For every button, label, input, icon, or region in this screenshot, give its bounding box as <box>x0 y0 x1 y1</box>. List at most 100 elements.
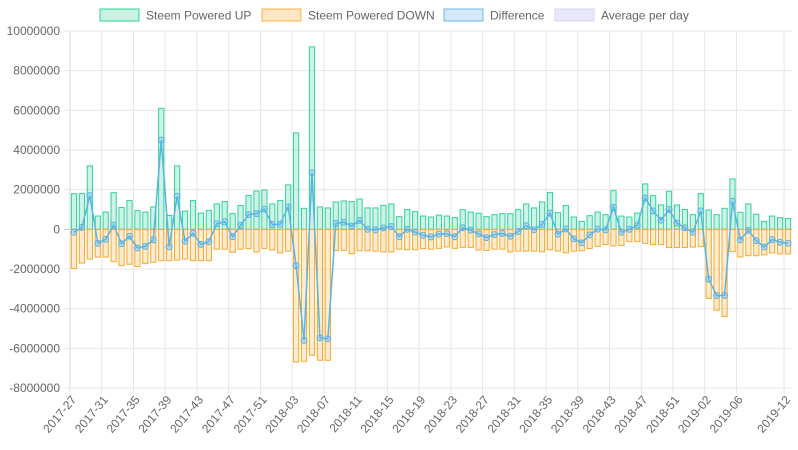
difference-point <box>165 243 173 251</box>
bar-powered-down <box>213 228 220 250</box>
difference-point <box>586 231 594 239</box>
bar-powered-up <box>126 200 133 230</box>
bar-powered-up <box>293 132 300 230</box>
difference-point <box>403 225 411 233</box>
bar-powered-down <box>269 228 276 251</box>
bar-powered-down <box>277 228 284 254</box>
difference-point <box>649 207 657 215</box>
difference-point <box>308 169 316 177</box>
difference-point <box>245 211 253 219</box>
bar-powered-up <box>189 200 197 230</box>
difference-point <box>276 220 284 228</box>
difference-point <box>728 197 736 205</box>
bar-powered-down <box>126 228 133 265</box>
difference-point <box>530 226 538 234</box>
bar-powered-up <box>412 211 419 230</box>
bar-powered-up <box>102 211 109 230</box>
bar-powered-down <box>681 228 688 249</box>
difference-point <box>300 336 308 344</box>
bar-powered-down <box>443 228 450 248</box>
bar-powered-up <box>443 215 450 230</box>
difference-point <box>229 233 237 241</box>
bar-powered-down <box>634 228 641 243</box>
difference-point <box>443 230 451 238</box>
difference-point <box>514 228 522 236</box>
difference-point <box>149 236 157 244</box>
difference-point <box>316 334 324 342</box>
bar-powered-up <box>745 203 752 230</box>
difference-point <box>411 228 419 236</box>
bar-powered-down <box>86 228 93 260</box>
bar-powered-up <box>713 214 720 230</box>
bar-powered-up <box>586 215 593 230</box>
bar-powered-up <box>491 214 498 230</box>
bar-powered-up <box>769 215 776 230</box>
bar-powered-down <box>388 228 395 253</box>
bar-powered-up <box>435 214 443 230</box>
bar-powered-down <box>435 228 443 249</box>
difference-point <box>570 235 578 243</box>
x-tick-label: 2019-12 <box>754 393 793 436</box>
difference-point <box>697 207 705 215</box>
x-tick-label: 2018-07 <box>294 393 333 436</box>
difference-point <box>538 220 546 228</box>
difference-point <box>617 228 625 236</box>
bar-powered-up <box>300 207 308 230</box>
bar-powered-up <box>70 193 78 230</box>
difference-point <box>70 228 78 236</box>
difference-point <box>760 243 768 251</box>
difference-point <box>102 235 110 243</box>
bar-powered-down <box>261 228 268 249</box>
bar-powered-down <box>610 228 617 247</box>
difference-point <box>157 136 165 144</box>
bar-powered-up <box>475 212 482 230</box>
difference-point <box>356 216 364 224</box>
bar-powered-down <box>642 228 649 244</box>
difference-point <box>784 239 792 247</box>
y-tick-label: -4000000 <box>9 302 60 316</box>
bar-powered-down <box>761 228 768 256</box>
difference-point <box>213 220 221 228</box>
bar-powered-up <box>554 212 562 230</box>
difference-point <box>641 194 649 202</box>
bar-powered-up <box>205 209 212 230</box>
difference-point <box>578 239 586 247</box>
difference-point <box>594 225 602 233</box>
legend-label: Average per day <box>601 9 689 23</box>
difference-point <box>459 224 467 232</box>
difference-point <box>673 219 681 227</box>
difference-point <box>252 210 260 218</box>
bar-powered-down <box>221 228 228 250</box>
bar-powered-down <box>419 228 427 250</box>
y-tick-label: 2000000 <box>13 183 60 197</box>
bar-powered-up <box>197 212 205 230</box>
difference-point <box>110 221 118 229</box>
difference-point <box>86 192 94 200</box>
difference-point <box>681 224 689 232</box>
bar-powered-up <box>776 217 784 230</box>
difference-point <box>752 237 760 245</box>
difference-point <box>324 335 332 343</box>
bar-powered-down <box>150 228 157 263</box>
difference-point <box>419 231 427 239</box>
bar-powered-up <box>324 207 331 230</box>
bar-powered-down <box>459 228 466 248</box>
bar-powered-up <box>94 215 101 230</box>
bar-powered-down <box>729 228 736 253</box>
difference-point <box>237 221 245 229</box>
bar-powered-down <box>189 228 197 262</box>
legend-swatch <box>554 8 595 22</box>
difference-point <box>94 239 102 247</box>
difference-point <box>705 275 713 283</box>
bar-powered-up <box>356 198 363 230</box>
bar-powered-up <box>134 210 141 230</box>
difference-point <box>284 203 292 211</box>
bar-powered-down <box>308 228 316 356</box>
difference-point <box>364 225 372 233</box>
difference-point <box>141 242 149 250</box>
bar-powered-up <box>142 211 149 230</box>
difference-point <box>260 205 268 213</box>
difference-point <box>340 218 348 226</box>
bar-powered-up <box>761 220 768 230</box>
